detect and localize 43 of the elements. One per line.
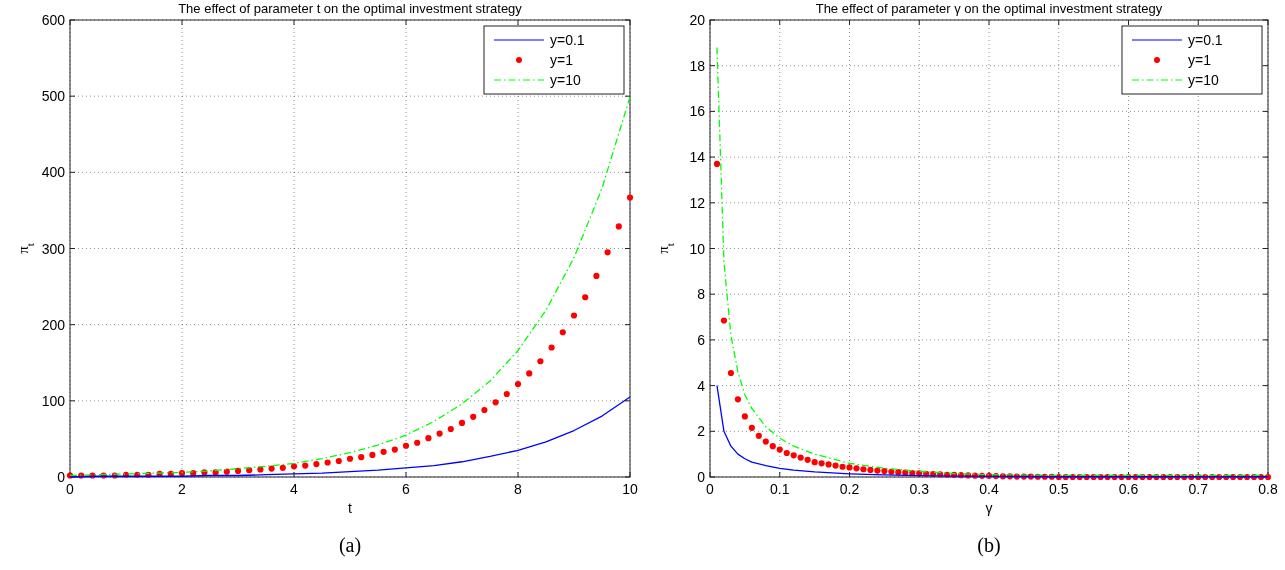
y-tick-label: 600 (41, 12, 66, 28)
legend-label: y=10 (1188, 72, 1219, 88)
legend-label: y=1 (550, 52, 574, 68)
x-axis-title: t (348, 500, 353, 516)
y-tick-label: 12 (689, 194, 706, 211)
y-tick-label: 200 (41, 316, 66, 333)
chart-title: The effect of parameter t on the optimal investment strategy (178, 1, 523, 16)
y-tick-label: 100 (41, 392, 66, 409)
x-tick-label: 0.6 (1118, 481, 1139, 497)
legend-label: y=0.1 (550, 32, 585, 48)
chart-title: The effect of parameter γ on the optimal investment strategy (815, 1, 1163, 16)
y-tick-label: 0 (697, 469, 706, 485)
y-tick-label: 400 (41, 164, 66, 181)
y-tick-label: 4 (697, 377, 706, 394)
x-tick-label: 6 (402, 481, 411, 497)
y-tick-label: 0 (57, 469, 66, 485)
x-tick-label: 2 (178, 481, 187, 497)
y-tick-label: 2 (697, 423, 706, 440)
y-tick-label: 18 (689, 57, 706, 74)
x-tick-label: 0.7 (1188, 481, 1209, 497)
y-tick-label: 8 (697, 286, 706, 303)
x-tick-label: 0.5 (1049, 481, 1069, 497)
y-tick-label: 10 (689, 240, 706, 257)
y-tick-label: 14 (689, 149, 706, 166)
legend-label: y=1 (1188, 52, 1212, 68)
x-tick-label: 8 (514, 481, 523, 497)
y-tick-label: 20 (689, 12, 706, 28)
y-tick-label: 300 (41, 240, 66, 257)
x-tick-label: 0.1 (770, 481, 790, 497)
legend-label: y=0.1 (1188, 32, 1223, 48)
x-axis-title: γ (985, 500, 993, 516)
x-tick-label: 0.3 (909, 481, 930, 497)
x-tick-label: 0.2 (839, 481, 860, 497)
text: (a) (338, 534, 362, 557)
y-tick-label: 6 (697, 331, 706, 348)
legend-label: y=10 (550, 72, 581, 88)
x-tick-label: 10 (622, 481, 638, 497)
x-tick-label: 0.4 (979, 481, 999, 497)
text: (b) (977, 534, 1001, 557)
y-tick-label: 16 (689, 103, 706, 120)
y-tick-label: 500 (41, 88, 66, 105)
x-tick-label: 0.8 (1258, 481, 1278, 497)
x-tick-label: 4 (290, 481, 299, 497)
